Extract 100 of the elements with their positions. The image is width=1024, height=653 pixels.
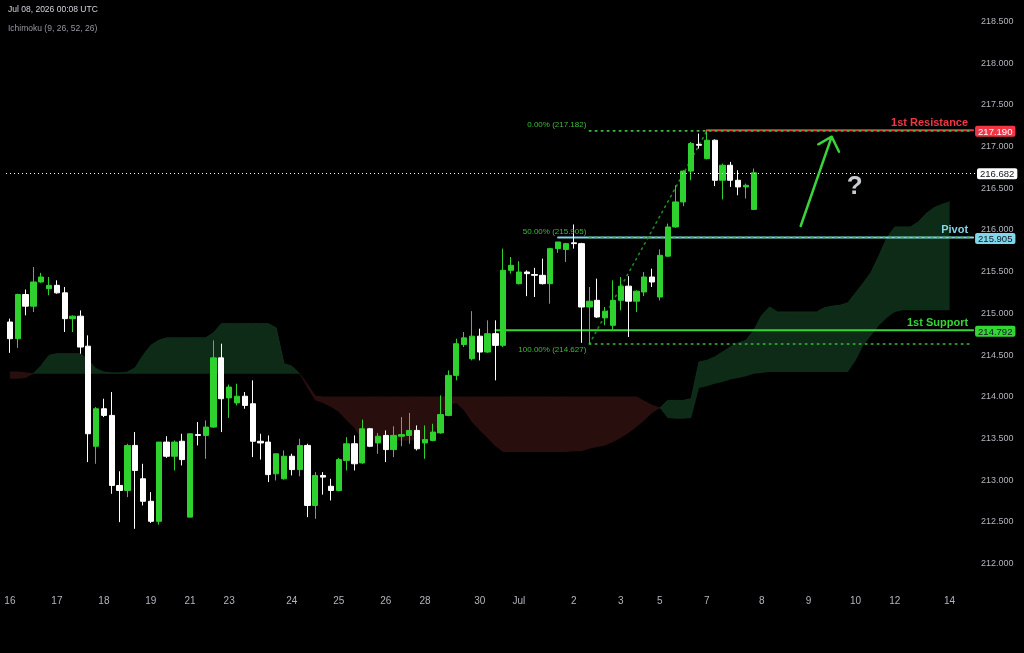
x-tick-label: 16 xyxy=(4,594,16,606)
y-tick-label: 216.000 xyxy=(981,224,1014,235)
candlestick xyxy=(602,306,608,326)
candlestick xyxy=(719,163,726,200)
candlestick xyxy=(46,276,52,296)
candlestick xyxy=(226,384,232,419)
candlestick xyxy=(367,427,373,448)
x-tick-label: 2 xyxy=(570,594,577,606)
candlestick xyxy=(54,279,60,295)
candlestick xyxy=(461,331,467,348)
x-tick-label: 25 xyxy=(333,594,345,606)
candlestick xyxy=(93,406,99,465)
annotation: ? xyxy=(846,170,863,201)
candlestick xyxy=(124,443,131,498)
y-tick-label: 212.000 xyxy=(981,558,1014,568)
y-tick-label: 215.500 xyxy=(981,266,1014,277)
x-tick-label: 14 xyxy=(944,594,956,606)
candlestick xyxy=(195,421,201,446)
x-tick-label: 26 xyxy=(380,594,392,606)
y-tick-label: 218.000 xyxy=(981,57,1014,68)
x-tick-label: Jul xyxy=(512,594,526,606)
data-label: 217.190 xyxy=(978,125,1013,137)
ref-line-label: 216.682 xyxy=(980,168,1015,180)
candlestick xyxy=(375,432,381,455)
candlestick xyxy=(625,275,632,338)
y-tick-label: 213.500 xyxy=(981,432,1014,443)
candlestick xyxy=(62,286,68,333)
y-tick-label: 214.000 xyxy=(981,391,1014,402)
x-tick-label: 18 xyxy=(98,594,110,606)
y-tick-label: 213.000 xyxy=(981,474,1014,485)
candlestick xyxy=(469,310,475,361)
candlestick xyxy=(7,318,13,354)
candlestick xyxy=(484,319,491,354)
candlestick xyxy=(140,463,146,506)
candlestick xyxy=(477,328,483,361)
candlestick xyxy=(618,276,624,311)
x-tick-label: 9 xyxy=(805,594,812,606)
x-tick-label: 17 xyxy=(51,594,63,606)
candlestick xyxy=(297,438,303,477)
x-tick-label: 21 xyxy=(184,594,197,606)
series-label: 1st Resistance xyxy=(891,115,969,128)
series-label: 1st Support xyxy=(906,315,969,328)
candlestick xyxy=(383,429,389,463)
candlestick xyxy=(163,435,170,459)
candlestick xyxy=(156,441,162,526)
y-tick-label: 216.500 xyxy=(981,182,1014,193)
candlestick xyxy=(414,424,420,451)
x-tick-label: 24 xyxy=(286,594,298,606)
data-label: 215.905 xyxy=(978,232,1013,244)
x-tick-label: 19 xyxy=(145,594,157,606)
candlestick xyxy=(696,133,702,150)
x-tick-label: 7 xyxy=(704,594,711,606)
candlestick xyxy=(242,391,248,410)
candlestick xyxy=(351,434,358,471)
annotation: Ichimoku (9, 26, 52, 26) xyxy=(8,22,98,33)
series-label: Pivot xyxy=(941,222,969,235)
candlestick xyxy=(524,269,530,297)
candlestick xyxy=(422,424,428,460)
y-tick-label: 215.000 xyxy=(981,307,1014,318)
candlestick xyxy=(508,256,514,275)
candlestick xyxy=(594,278,600,319)
y-tick-label: 212.500 xyxy=(981,516,1014,527)
series-label: 100.00% (214.627) xyxy=(518,345,587,355)
candlestick xyxy=(289,453,295,476)
candlestick xyxy=(22,289,29,316)
candlestick xyxy=(688,141,694,181)
y-tick-label: 217.000 xyxy=(981,141,1014,152)
candlestick xyxy=(15,293,21,349)
x-tick-label: 23 xyxy=(223,594,236,606)
candlestick xyxy=(171,439,178,471)
series-label: 0.00% (217.182) xyxy=(527,120,587,130)
candlestick xyxy=(547,247,553,305)
candlestick xyxy=(751,168,757,210)
y-tick-label: 218.500 xyxy=(981,16,1014,26)
x-tick-label: 10 xyxy=(850,594,862,606)
x-tick-label: 30 xyxy=(474,594,486,606)
candlestick xyxy=(359,419,365,465)
x-tick-label: 8 xyxy=(758,594,765,606)
x-tick-label: 12 xyxy=(889,594,901,606)
candlestick xyxy=(218,343,224,433)
candlestick xyxy=(657,248,663,301)
chart-title: Jul 08, 2026 00:08 UTC xyxy=(8,3,98,14)
candlestick xyxy=(649,268,655,288)
candlestick xyxy=(132,431,138,530)
data-label: 214.792 xyxy=(978,325,1013,337)
candlestick xyxy=(328,478,334,501)
candlestick xyxy=(312,471,318,520)
candlestick xyxy=(281,449,287,481)
y-tick-label: 214.500 xyxy=(981,349,1014,360)
candlestick xyxy=(516,260,522,285)
candlestick xyxy=(234,383,240,406)
candlestick xyxy=(148,491,154,524)
candlestick xyxy=(304,443,311,518)
candlestick xyxy=(743,183,749,200)
x-tick-label: 3 xyxy=(617,594,624,606)
candlestick xyxy=(492,319,499,381)
candlestick xyxy=(101,398,107,418)
y-tick-label: 217.500 xyxy=(981,99,1014,110)
candlestick xyxy=(563,242,569,263)
candlestick xyxy=(555,241,561,254)
